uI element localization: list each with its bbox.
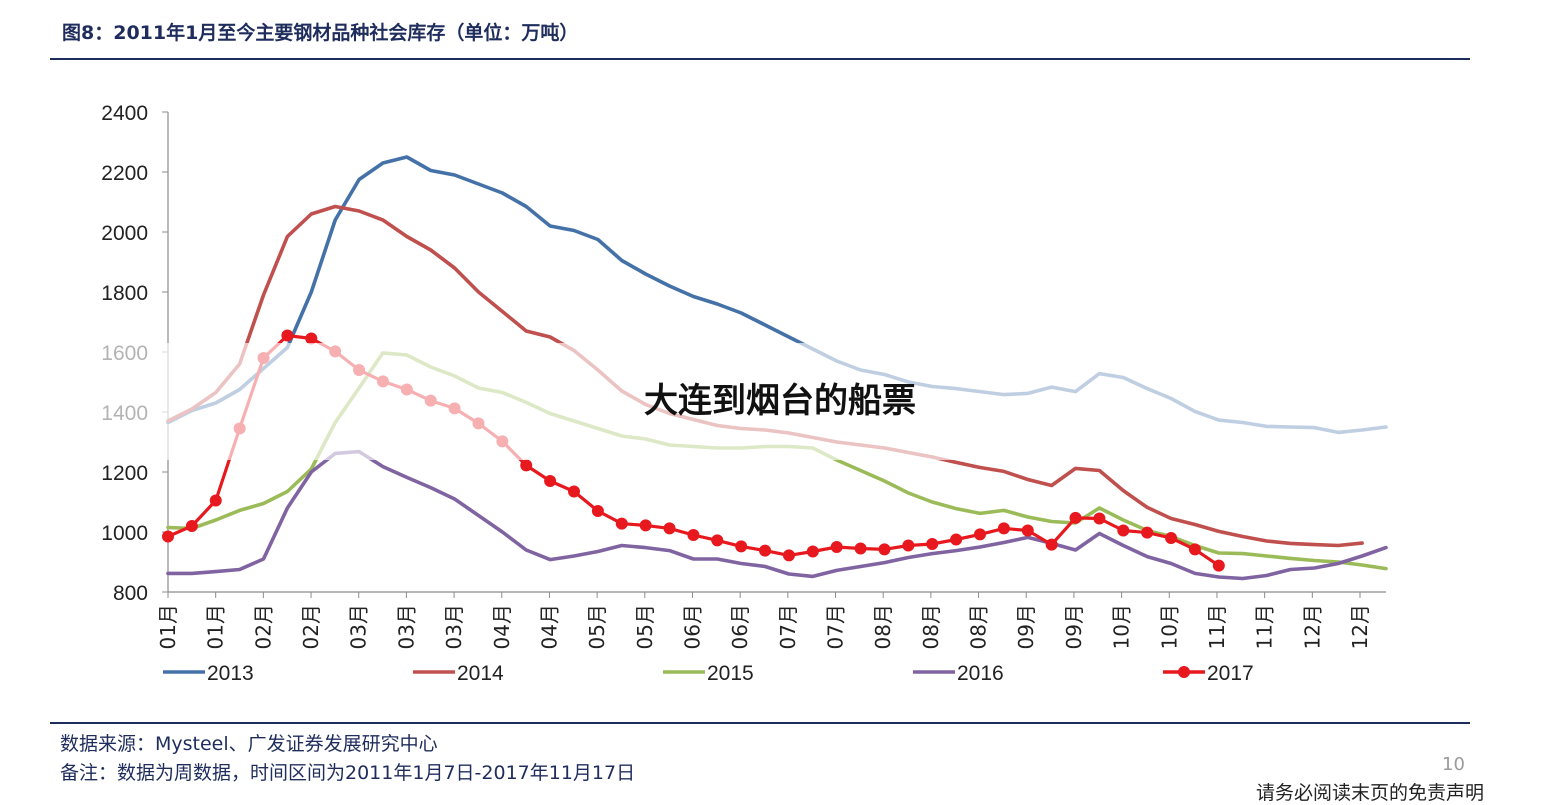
legend-label: 2015 [707, 662, 754, 685]
x-tick-label: 02月 [251, 604, 275, 649]
y-tick-label: 2400 [101, 102, 148, 125]
y-tick-label: 1000 [101, 522, 148, 545]
legend: 2013 2014 2015 2016 2017 [163, 662, 1254, 685]
data-point-2017 [735, 540, 748, 553]
x-tick-label: 01月 [156, 604, 180, 649]
x-tick-label: 11月 [1253, 604, 1277, 649]
data-point-2017 [782, 549, 795, 562]
data-point-2017 [591, 505, 604, 517]
x-tick-label: 01月 [204, 604, 228, 649]
data-point-2017 [615, 517, 628, 530]
y-tick-label: 2000 [101, 222, 148, 245]
y-tick-label: 1200 [101, 462, 148, 485]
data-point-2017 [878, 543, 891, 556]
data-point-2017 [854, 542, 867, 555]
data-point-2017 [950, 533, 963, 546]
x-tick-label: 12月 [1348, 604, 1372, 649]
page-number: 10 [1442, 754, 1465, 775]
data-point-2017 [997, 522, 1010, 535]
x-axis: 01月 01月 02月 02月 03月 03月 03月 04月 04月 05月 05月 06月 06月 0… [156, 591, 1386, 649]
y-tick-label: 2200 [101, 162, 148, 185]
x-tick-label: 07月 [824, 604, 848, 649]
disclaimer-link[interactable]: 请务必阅读末页的免责声明 [1256, 782, 1485, 804]
x-tick-label: 08月 [871, 604, 895, 649]
legend-label: 2017 [1207, 662, 1254, 685]
legend-marker-2017 [1178, 666, 1190, 678]
data-point-2017 [1212, 559, 1225, 572]
x-tick-label: 08月 [919, 604, 943, 649]
x-tick-label: 02月 [299, 604, 323, 649]
x-tick-label: 09月 [1014, 604, 1038, 649]
x-tick-label: 03月 [442, 604, 466, 649]
data-point-2017 [1165, 532, 1178, 544]
x-tick-label: 03月 [347, 604, 371, 649]
data-point-2017 [209, 494, 222, 507]
data-point-2017 [830, 541, 843, 553]
x-tick-label: 03月 [394, 604, 418, 649]
x-tick-label: 10月 [1157, 604, 1181, 649]
data-point-2017 [1069, 511, 1082, 524]
x-tick-label: 12月 [1300, 604, 1324, 649]
bottom-divider [50, 722, 1470, 724]
data-point-2017 [759, 544, 772, 557]
data-point-2017 [281, 329, 294, 342]
data-point-2017 [974, 528, 986, 541]
data-point-2017 [687, 529, 700, 541]
data-point-2017 [185, 520, 198, 532]
data-point-2017 [1188, 543, 1201, 556]
y-tick-label: 800 [113, 582, 148, 605]
data-point-2017 [926, 538, 939, 550]
data-source: 数据来源：Mysteel、广发证券发展研究中心 [60, 733, 438, 755]
data-point-2017 [711, 534, 724, 547]
data-note: 备注：数据为周数据，时间区间为2011年1月7日-2017年11月17日 [60, 762, 636, 784]
data-point-2017 [568, 485, 580, 498]
x-tick-label: 07月 [776, 604, 800, 649]
x-tick-label: 05月 [585, 604, 609, 649]
data-point-2017 [1021, 524, 1034, 537]
x-tick-label: 11月 [1205, 604, 1229, 649]
data-point-2017 [639, 519, 652, 532]
x-tick-label: 06月 [680, 604, 704, 649]
legend-label: 2016 [957, 662, 1004, 685]
data-point-2017 [544, 475, 557, 487]
data-point-2017 [520, 459, 533, 472]
series-line-2016 [166, 449, 1388, 581]
x-tick-label: 04月 [537, 604, 561, 649]
figure-title: 图8：2011年1月至今主要钢材品种社会库存（单位：万吨） [62, 22, 579, 44]
legend-label: 2014 [457, 662, 504, 685]
data-point-2017 [1093, 512, 1106, 525]
data-point-2017 [806, 545, 819, 558]
overlay-band [0, 343, 1560, 460]
y-tick-label: 1800 [101, 282, 148, 305]
x-tick-label: 05月 [633, 604, 657, 649]
x-tick-label: 06月 [728, 604, 752, 649]
data-point-2017 [1045, 538, 1058, 551]
data-point-2017 [1141, 526, 1154, 539]
x-tick-label: 10月 [1110, 604, 1134, 649]
legend-label: 2013 [207, 662, 254, 685]
data-point-2017 [305, 332, 318, 345]
data-point-2017 [162, 530, 174, 543]
x-tick-label: 09月 [1062, 604, 1086, 649]
data-point-2017 [663, 522, 676, 535]
overlay-text: 大连到烟台的船票 [644, 381, 916, 421]
data-point-2017 [1117, 524, 1130, 537]
top-divider [50, 58, 1470, 60]
x-tick-label: 04月 [490, 604, 514, 649]
x-tick-label: 08月 [967, 604, 991, 649]
data-point-2017 [902, 539, 915, 552]
